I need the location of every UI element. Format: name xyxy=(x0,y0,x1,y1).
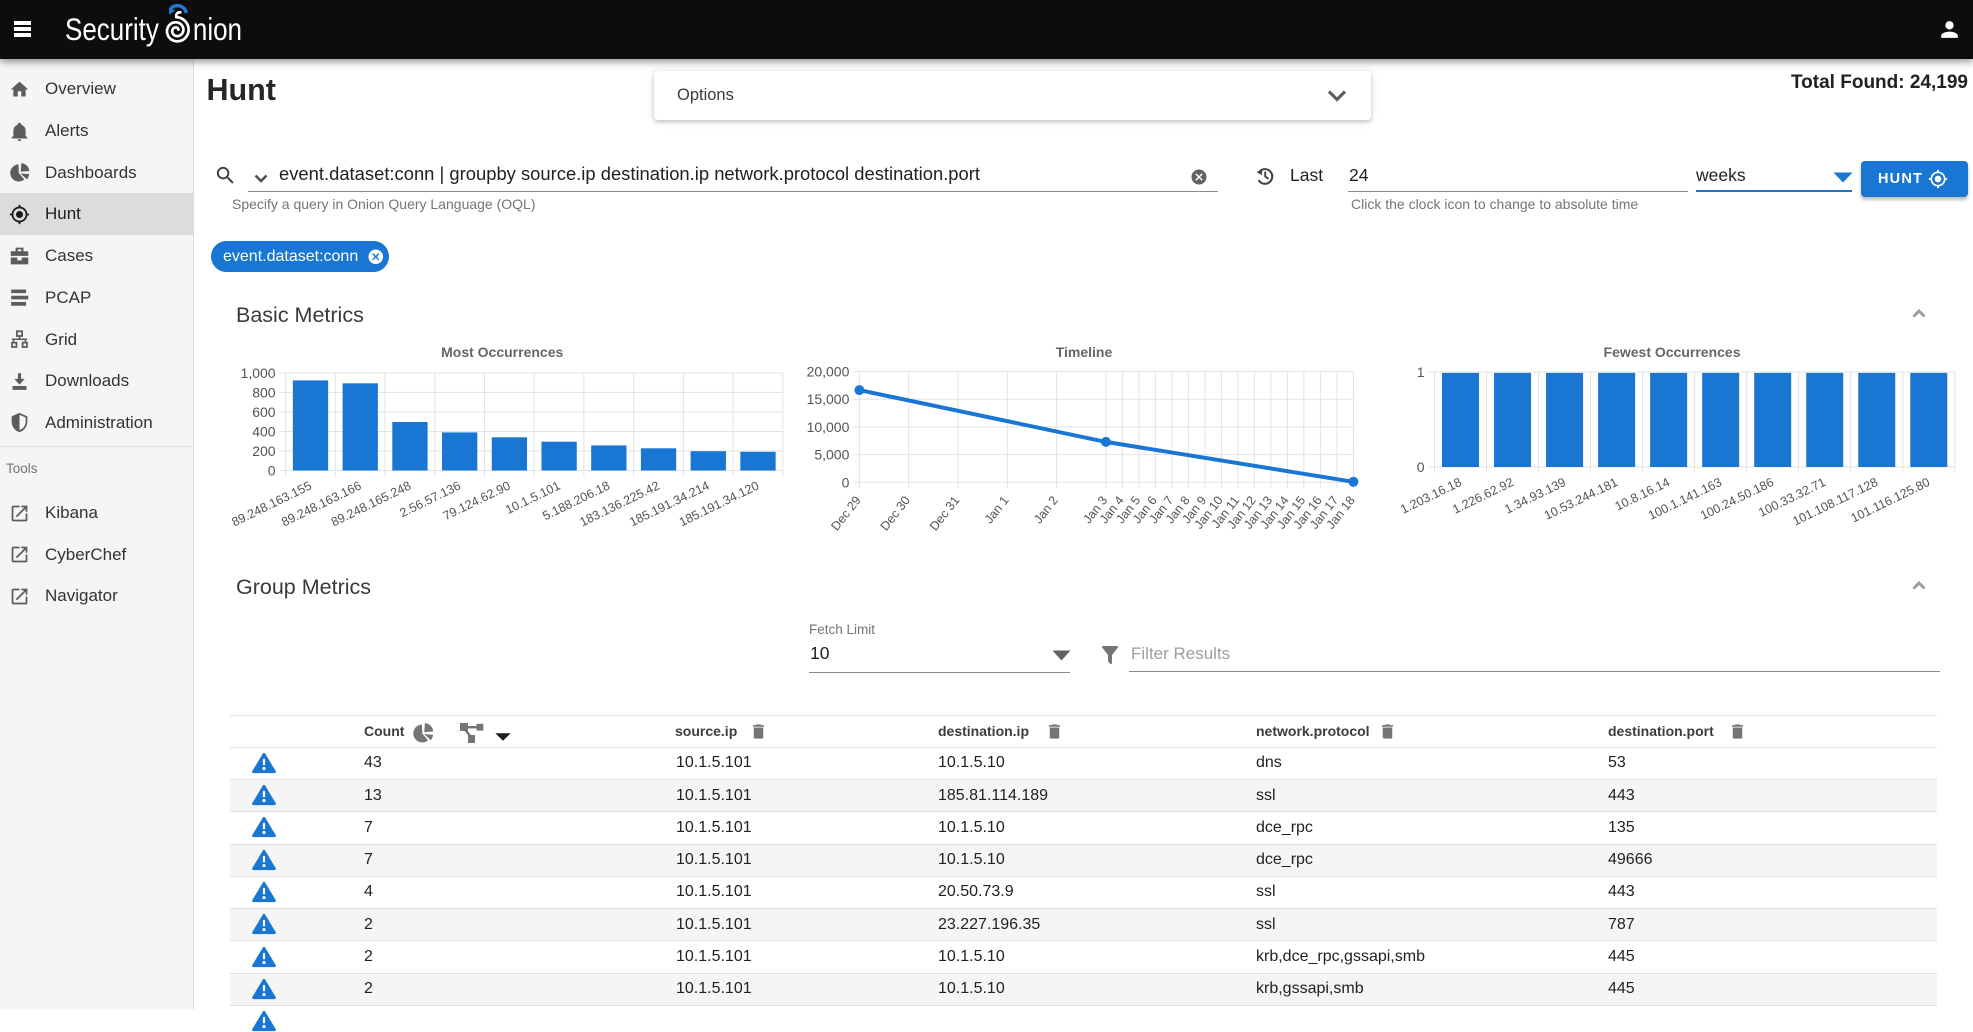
svg-text:Dec 31: Dec 31 xyxy=(927,493,962,533)
svg-text:0: 0 xyxy=(1417,459,1425,475)
svg-text:Jan 1: Jan 1 xyxy=(982,494,1012,527)
svg-text:Most Occurrences: Most Occurrences xyxy=(441,344,563,360)
svg-text:5,000: 5,000 xyxy=(814,447,849,463)
svg-text:Timeline: Timeline xyxy=(1056,344,1113,360)
svg-text:20,000: 20,000 xyxy=(807,364,850,380)
svg-text:Fewest Occurrences: Fewest Occurrences xyxy=(1604,344,1741,360)
svg-text:400: 400 xyxy=(252,424,276,440)
svg-text:1: 1 xyxy=(1417,364,1425,380)
svg-text:Jan 2: Jan 2 xyxy=(1031,494,1061,527)
svg-text:600: 600 xyxy=(252,404,276,420)
svg-text:15,000: 15,000 xyxy=(807,391,850,407)
svg-text:800: 800 xyxy=(252,384,276,400)
svg-text:10,000: 10,000 xyxy=(807,419,850,435)
svg-text:0: 0 xyxy=(842,474,850,490)
svg-text:Dec 29: Dec 29 xyxy=(828,493,863,533)
svg-text:200: 200 xyxy=(252,443,276,459)
svg-text:1,000: 1,000 xyxy=(241,365,276,381)
svg-text:0: 0 xyxy=(268,463,276,479)
svg-text:Dec 30: Dec 30 xyxy=(878,493,913,533)
svg-text:89.248.163.155: 89.248.163.155 xyxy=(230,479,314,530)
